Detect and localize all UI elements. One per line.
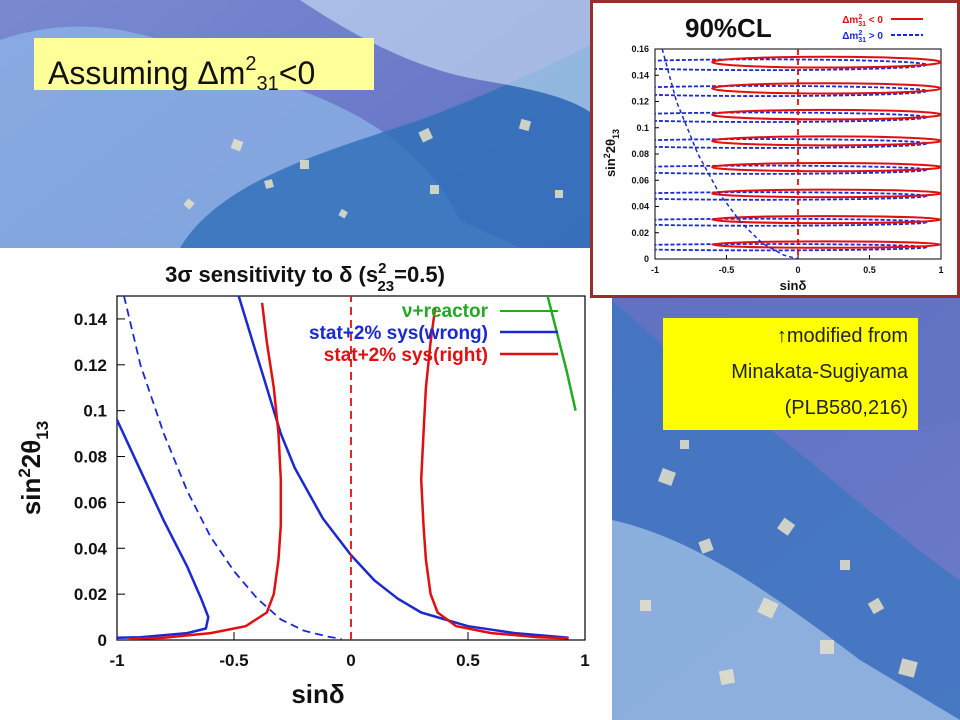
main-series-stat-2-sys-wrong-1 — [115, 419, 210, 639]
inset-y-tick-label: 0 — [644, 254, 649, 264]
credit-line-2: Minakata-Sugiyama — [731, 361, 908, 383]
inset-y-tick-label: 0.02 — [631, 228, 649, 238]
title-prefix: Assuming Δm — [48, 55, 246, 91]
inset-y-tick-label: 0.1 — [636, 123, 649, 133]
inset-x-axis-label: sinδ — [780, 278, 807, 293]
main-series-reactor-0 — [546, 295, 577, 411]
main-series-stat-2-sys-right-4 — [128, 302, 283, 641]
legend-label-reactor: ν+reactor — [402, 301, 489, 322]
main-y-tick-label: 0.06 — [74, 493, 107, 512]
title-subscript: 31 — [256, 73, 279, 95]
main-chart: 3σ sensitivity to δ (s2 23=0.5) 0 0.02 0.04… — [15, 260, 590, 709]
inset-contour-negative — [711, 55, 941, 69]
main-y-tick-label: 0 — [98, 631, 107, 650]
inset-y-tick-label: 0.12 — [631, 97, 649, 107]
inset-chart-title: 90%CL — [685, 13, 772, 43]
inset-y-tick-label: 0.14 — [631, 70, 649, 80]
inset-x-tick-label: 0.5 — [863, 265, 876, 275]
main-x-tick-label: -1 — [109, 651, 124, 670]
inset-contour-negative — [711, 162, 941, 173]
main-series-series-3 — [123, 295, 342, 640]
main-chart-title: 3σ sensitivity to δ (s2 23=0.5) — [165, 260, 445, 295]
legend-label-wrong: stat+2% sys(wrong) — [309, 323, 488, 344]
credit-line-1: ↑modified from — [776, 325, 908, 347]
main-x-axis-label: sinδ — [291, 679, 344, 709]
main-legend: ν+reactor stat+2% sys(wrong) stat+2% sys… — [309, 301, 558, 366]
main-y-tick-label: 0.04 — [74, 539, 108, 558]
inset-contour-positive — [655, 243, 928, 252]
main-x-tick-label: 0.5 — [456, 651, 480, 670]
inset-contour-negative — [711, 188, 941, 199]
main-series-group — [115, 295, 577, 641]
inset-y-axis-label: sin22θ13 — [602, 129, 621, 177]
main-y-tick-label: 0.14 — [74, 310, 108, 329]
title-suffix: <0 — [278, 55, 316, 91]
title-superscript: 2 — [245, 53, 257, 75]
inset-contour-negative — [711, 240, 941, 249]
inset-contour-positive — [655, 111, 928, 123]
inset-y-tick-label: 0.04 — [631, 202, 649, 212]
main-x-tick-label: 0 — [346, 651, 355, 670]
main-x-tick-label: 1 — [580, 651, 589, 670]
inset-chart-panel: 90%CL 0 0.02 0.04 0.06 0.08 0.1 0.12 0.14 0.16 -… — [590, 0, 960, 298]
legend-label-right: stat+2% sys(right) — [324, 345, 488, 366]
inset-contour-negative — [711, 215, 941, 225]
inset-legend-label-negative: Δm2 31 < 0 — [842, 14, 883, 28]
inset-x-tick-label: 1 — [938, 265, 943, 275]
inset-contour-positive — [655, 58, 928, 72]
inset-contour-positive — [655, 85, 928, 97]
main-y-tick-label: 0.12 — [74, 356, 107, 375]
inset-legend-label-positive: Δm2 31 > 0 — [842, 30, 883, 44]
inset-contours — [655, 49, 941, 259]
main-x-tick-label: -0.5 — [219, 651, 248, 670]
inset-y-axis: 0 0.02 0.04 0.06 0.08 0.1 0.12 0.14 0.16 — [631, 44, 659, 264]
inset-x-tick-label: 0 — [795, 265, 800, 275]
main-chart-panel: 3σ sensitivity to δ (s2 23=0.5) 0 0.02 0.04… — [0, 248, 612, 720]
main-y-tick-label: 0.1 — [83, 402, 107, 421]
inset-x-tick-label: -0.5 — [719, 265, 735, 275]
inset-x-axis: -1 -0.5 0 0.5 1 — [651, 255, 944, 275]
inset-envelope-line — [661, 49, 799, 259]
inset-y-tick-label: 0.06 — [631, 175, 649, 185]
inset-x-tick-label: -1 — [651, 265, 659, 275]
inset-legend: Δm2 31 < 0 Δm2 31 > 0 — [842, 14, 923, 44]
inset-contour-negative — [711, 135, 941, 147]
slide-title: Assuming Δm231<0 — [34, 38, 374, 95]
main-series-stat-2-sys-right-5 — [419, 307, 569, 640]
inset-y-tick-label: 0.08 — [631, 149, 649, 159]
main-y-axis-label: sin22θ13 — [15, 421, 52, 515]
inset-y-tick-label: 0.16 — [631, 44, 649, 54]
credit-note: ↑modified from Minakata-Sugiyama (PLB580… — [663, 318, 918, 430]
inset-series-group — [655, 49, 941, 259]
inset-contour-negative — [711, 82, 941, 95]
main-y-axis: 0 0.02 0.04 0.06 0.08 0.1 0.12 0.14 — [74, 310, 125, 650]
main-y-tick-label: 0.08 — [74, 448, 107, 467]
inset-chart: 90%CL 0 0.02 0.04 0.06 0.08 0.1 0.12 0.14 0.16 -… — [602, 13, 944, 293]
inset-contour-positive — [655, 138, 928, 149]
inset-contour-negative — [711, 108, 941, 121]
credit-line-3: (PLB580,216) — [784, 397, 908, 419]
main-x-axis: -1 -0.5 0 0.5 1 — [109, 632, 590, 670]
main-y-tick-label: 0.02 — [74, 585, 107, 604]
